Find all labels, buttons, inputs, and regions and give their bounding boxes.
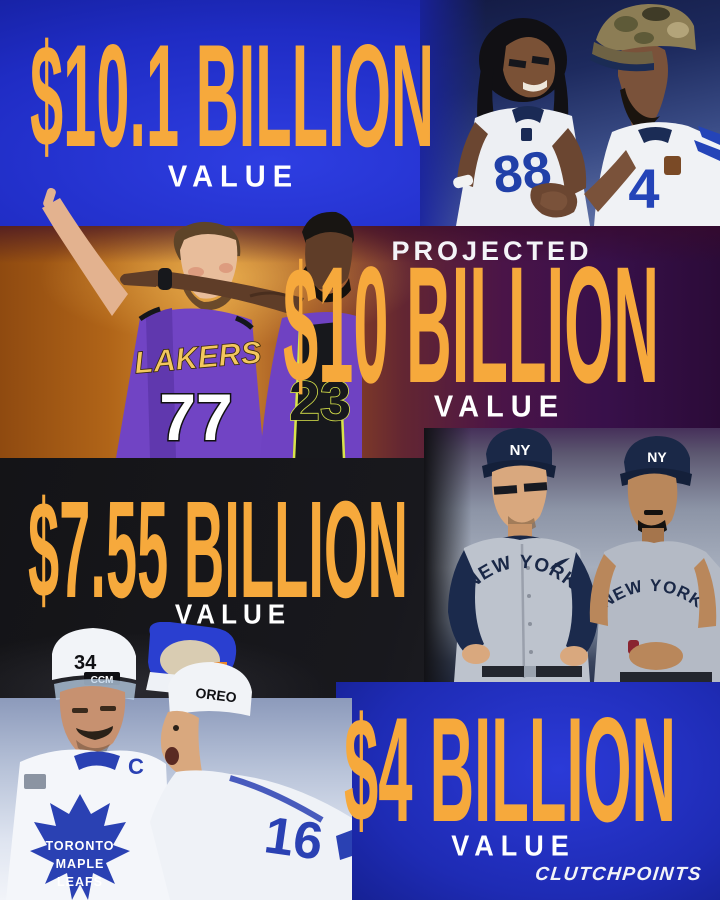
crest-text-maple: MAPLE <box>56 857 105 871</box>
quarterback-figure: 4 <box>530 4 720 226</box>
slugger-figure: NY NEW YORK <box>448 428 598 682</box>
captain-c-patch: C <box>128 754 144 779</box>
helmet-number-34: 34 <box>74 652 97 674</box>
yankees-players-photo: NY NEW YORK <box>424 428 720 682</box>
cap-ny-logo-2: NY <box>647 449 667 465</box>
lakers-value-text: $10 BILLION <box>283 233 659 418</box>
cowboys-value: $10.1 BILLION <box>30 14 434 177</box>
cowboys-players-illustration: 88 4 <box>453 4 720 226</box>
projected-label: PROJECTED <box>391 236 593 266</box>
winger-figure: OREO 16 <box>150 662 352 900</box>
yankees-players-illustration: NY NEW YORK <box>448 428 720 682</box>
leafs-players-illustration: 34 CCM C TORONTO MAPLE LEAFS <box>0 622 352 900</box>
forward-figure: 23 <box>120 211 362 458</box>
leafs-value-label: VALUE <box>451 830 576 862</box>
cap-ny-logo: NY <box>510 442 531 459</box>
clutchpoints-watermark: CLUTCHPOINTS <box>534 864 704 885</box>
lakers-value-label: VALUE <box>433 390 566 424</box>
lakers-value: $10 BILLION <box>283 233 659 418</box>
crest-text-toronto: TORONTO <box>45 839 114 853</box>
leafs-value-text: $4 BILLION <box>344 686 676 853</box>
cowboys-players-photo: 88 4 <box>420 0 720 226</box>
jersey-number-16: 16 <box>261 806 326 871</box>
guard-figure: LAKERS 77 <box>42 188 264 458</box>
yankees-value: $7.55 BILLION <box>28 473 408 627</box>
leafs-value: $4 BILLION <box>344 686 676 853</box>
jersey-number-23: 23 <box>289 369 351 432</box>
lakers-players-illustration: LAKERS 77 23 <box>42 188 362 458</box>
crest-text-leafs: LEAFS <box>57 875 103 889</box>
yankees-value-text: $7.55 BILLION <box>28 473 408 627</box>
captain-figure: 34 CCM C TORONTO MAPLE LEAFS <box>6 628 172 900</box>
outfielder-figure: NY NEW YORK <box>589 436 720 682</box>
jersey-number-77: 77 <box>159 380 232 454</box>
cowboys-value-text: $10.1 BILLION <box>30 14 434 177</box>
section-leafs-background <box>336 682 720 900</box>
maple-leaf-crest <box>30 794 130 900</box>
helmet-sponsor: OREO <box>195 685 238 706</box>
yankees-value-label: VALUE <box>174 598 292 630</box>
cowboys-value-label: VALUE <box>167 160 300 194</box>
leafs-players-photo: 34 CCM C TORONTO MAPLE LEAFS <box>0 622 352 900</box>
lakers-players-photo: LAKERS 77 23 <box>0 188 362 458</box>
